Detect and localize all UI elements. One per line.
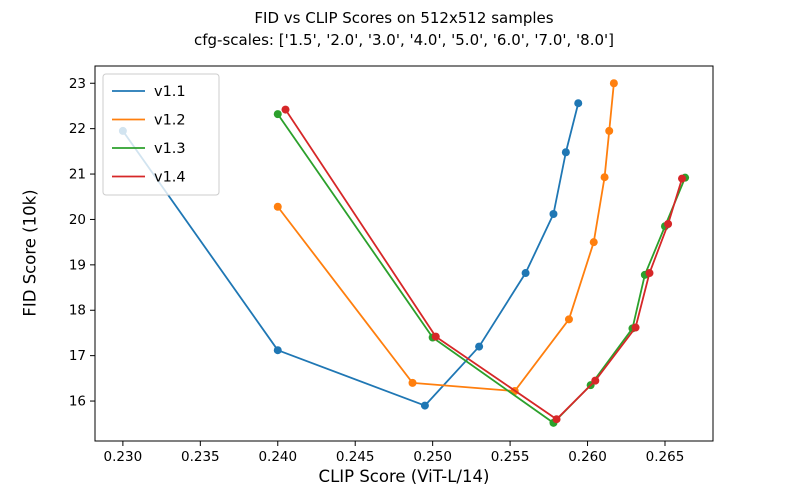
legend-label-v1.1: v1.1 — [154, 84, 186, 100]
x-tick-label: 0.235 — [181, 449, 220, 465]
y-tick-label: 18 — [69, 303, 86, 319]
series-line-v1.3 — [277, 113, 686, 424]
series-line-v1.4 — [284, 109, 683, 421]
chart-subtitle: cfg-scales: ['1.5', '2.0', '3.0', '4.0',… — [193, 31, 615, 49]
data-point-v1.1 — [574, 99, 583, 108]
data-point-v1.2 — [609, 79, 618, 88]
data-point-v1.2 — [600, 173, 609, 182]
data-point-v1.1 — [420, 401, 429, 410]
legend-label-v1.3: v1.3 — [154, 141, 186, 157]
axes-frame — [94, 65, 714, 442]
data-point-v1.2 — [273, 202, 282, 211]
data-point-v1.1 — [561, 148, 570, 157]
x-tick-label: 0.245 — [336, 449, 375, 465]
x-tick-label: 0.230 — [104, 449, 143, 465]
data-point-v1.4 — [281, 105, 290, 114]
data-point-v1.1 — [549, 210, 558, 219]
data-point-v1.1 — [521, 269, 530, 278]
x-tick-label: 0.260 — [568, 449, 607, 465]
y-tick-label: 23 — [69, 76, 86, 92]
data-point-v1.3 — [273, 110, 282, 119]
data-point-v1.1 — [273, 346, 282, 355]
data-point-v1.4 — [431, 332, 440, 341]
y-tick-label: 21 — [69, 167, 86, 183]
series-line-v1.1 — [122, 103, 580, 407]
data-point-v1.4 — [552, 415, 561, 424]
data-point-v1.4 — [631, 323, 640, 332]
data-point-v1.2 — [589, 238, 598, 247]
y-tick-label: 16 — [69, 394, 86, 410]
data-point-v1.2 — [408, 378, 417, 387]
x-tick-label: 0.240 — [258, 449, 297, 465]
x-tick-label: 0.265 — [646, 449, 685, 465]
data-point-v1.1 — [475, 342, 484, 351]
data-point-v1.4 — [678, 174, 687, 183]
x-tick-label: 0.250 — [413, 449, 452, 465]
data-point-v1.4 — [645, 269, 654, 278]
data-point-v1.2 — [564, 315, 573, 324]
y-tick-label: 19 — [69, 257, 86, 273]
legend: v1.1 v1.2 v1.3 v1.4 — [102, 73, 220, 196]
series-line-v1.2 — [277, 83, 615, 392]
legend-label-v1.2: v1.2 — [154, 113, 186, 129]
y-tick-label: 17 — [69, 348, 86, 364]
legend-label-v1.4: v1.4 — [154, 170, 186, 186]
legend-box — [102, 73, 220, 196]
x-axis-label: CLIP Score (ViT-L/14) — [318, 467, 490, 486]
chart-title: FID vs CLIP Scores on 512x512 samples — [254, 9, 554, 27]
y-tick-label: 22 — [69, 121, 86, 137]
data-point-v1.4 — [664, 219, 673, 228]
x-tick-label: 0.255 — [491, 449, 530, 465]
data-point-v1.2 — [605, 126, 614, 135]
data-point-v1.4 — [591, 376, 600, 385]
y-tick-label: 20 — [69, 212, 86, 228]
